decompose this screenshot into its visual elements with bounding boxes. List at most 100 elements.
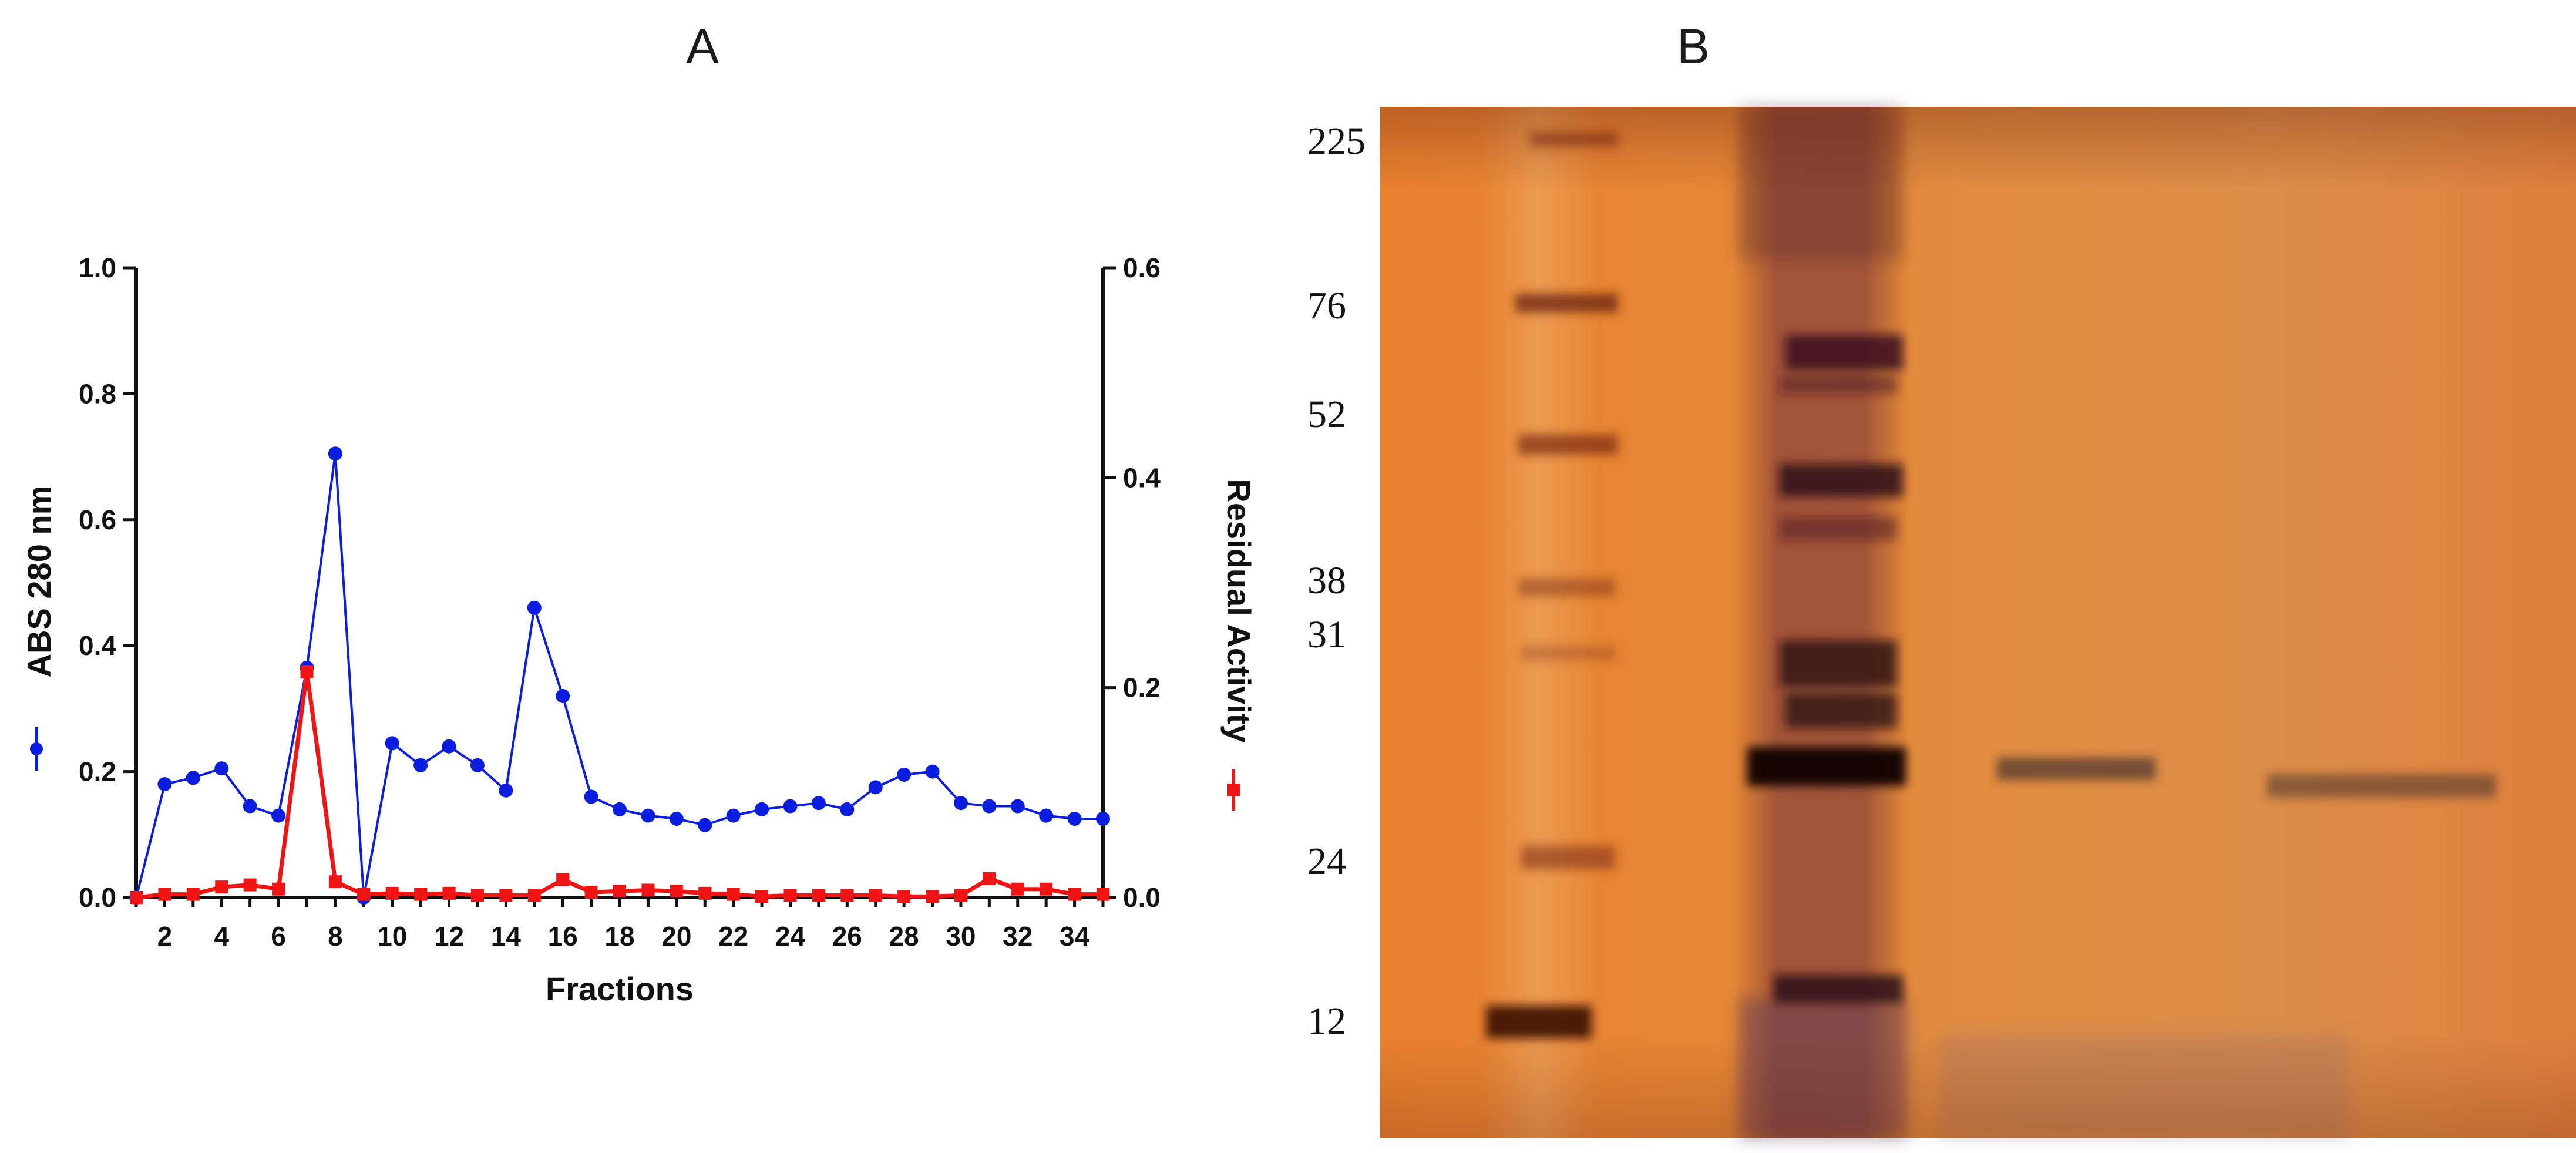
right-y-tick-label: 0.2: [1123, 673, 1161, 703]
data-point: [641, 883, 655, 897]
elution-chart: 0.00.20.40.60.81.0 0.00.20.40.6 2 4 6 8 10 12…: [21, 253, 1257, 1007]
x-tick-label: 32: [1003, 921, 1033, 952]
data-point: [556, 688, 570, 703]
data-point: [584, 789, 598, 804]
gel-marker-labels: 225 76 52 38 31 24 12: [1307, 120, 1366, 1043]
gel-marker-label: 76: [1307, 284, 1346, 327]
data-point: [442, 886, 456, 900]
data-point: [186, 888, 200, 901]
data-point: [328, 446, 342, 461]
data-point: [926, 890, 939, 903]
right-axis-title-group: Residual Activity: [1220, 479, 1257, 811]
x-tick-label: 2: [157, 921, 173, 952]
data-point: [868, 780, 883, 795]
x-tick-label: 18: [604, 921, 634, 952]
left-axis-title-group: ABS 280 nm: [21, 486, 58, 771]
data-point: [727, 888, 740, 901]
data-point: [385, 736, 399, 751]
data-point: [442, 739, 456, 754]
data-point: [982, 799, 997, 814]
data-point: [983, 872, 996, 885]
data-point: [499, 889, 513, 902]
data-point: [954, 889, 967, 902]
gel-marker-label: 225: [1307, 120, 1366, 163]
gel-marker-label: 38: [1307, 559, 1346, 602]
right-y-ticks: 0.0 0.2 0.4 0.6: [1103, 253, 1161, 913]
data-point: [840, 802, 855, 816]
x-tick-label: 34: [1060, 921, 1090, 952]
gel-marker-label: 12: [1307, 1000, 1346, 1043]
data-point: [669, 812, 684, 826]
data-point: [470, 758, 485, 772]
x-ticks: 2 4 6 8 10 12 14 16 18 20 22 24 26 28 30 32 34: [134, 897, 1105, 952]
data-point: [698, 886, 712, 900]
left-y-tick-label: 0.8: [79, 378, 116, 409]
sample-bands: [1747, 335, 1906, 1003]
data-point: [214, 761, 229, 776]
left-y-tick-label: 1.0: [79, 253, 116, 283]
x-tick-label: 6: [271, 921, 286, 952]
gel-marker-label: 31: [1307, 613, 1346, 656]
data-point: [1068, 888, 1081, 901]
x-tick-label: 4: [214, 921, 229, 952]
data-point: [925, 764, 940, 779]
gel-marker-label: 52: [1307, 393, 1346, 436]
left-y-ticks: 0.0 0.2 0.4 0.6 0.8 1.0: [79, 253, 136, 913]
data-point: [1040, 882, 1053, 896]
left-y-tick-label: 0.6: [79, 505, 116, 535]
data-point: [840, 889, 854, 902]
gel-marker-label: 24: [1307, 840, 1346, 883]
data-point: [726, 808, 741, 823]
left-axis-title: ABS 280 nm: [21, 486, 58, 678]
left-y-tick-label: 0.2: [79, 757, 116, 787]
series-line: [135, 452, 1103, 899]
data-point: [1039, 808, 1054, 823]
data-point: [641, 808, 655, 823]
data-point: [897, 890, 911, 903]
data-point: [613, 885, 626, 898]
data-point: [1010, 799, 1025, 814]
legend-abs-marker: [30, 727, 43, 771]
x-tick-label: 20: [661, 921, 691, 952]
x-tick-label: 26: [832, 921, 862, 952]
data-point: [755, 890, 769, 903]
data-point: [272, 882, 285, 896]
x-tick-label: 30: [946, 921, 976, 952]
data-point: [869, 889, 882, 902]
x-tick-label: 28: [889, 921, 919, 952]
data-point: [499, 783, 513, 798]
data-point: [158, 888, 171, 901]
data-point: [527, 600, 542, 615]
data-point: [470, 889, 484, 902]
x-tick-label: 14: [491, 921, 522, 952]
right-axis-title: Residual Activity: [1220, 479, 1257, 742]
faint-bands: [1997, 758, 2496, 798]
data-point: [1097, 888, 1109, 901]
series-line: [136, 670, 1103, 900]
data-point: [357, 888, 371, 901]
data-point: [953, 796, 968, 811]
ladder-bands: [1486, 132, 1618, 1038]
x-tick-label: 16: [548, 921, 578, 952]
data-point: [215, 880, 228, 894]
x-axis-title: Fractions: [546, 970, 694, 1007]
panel-label-b: B: [1677, 19, 1710, 74]
left-y-tick-label: 0.0: [79, 882, 116, 913]
data-point: [812, 889, 825, 902]
gel-shading: [1380, 107, 2576, 1138]
right-y-tick-label: 0.4: [1123, 462, 1161, 493]
data-point: [243, 878, 257, 892]
x-tick-label: 24: [775, 921, 806, 952]
data-point: [1011, 882, 1024, 896]
data-point: [1067, 812, 1082, 826]
data-point: [527, 889, 541, 902]
data-point: [328, 875, 342, 889]
data-point: [613, 802, 627, 816]
data-point: [243, 799, 257, 814]
data-point: [157, 777, 172, 792]
data-point: [698, 818, 712, 832]
data-point: [413, 758, 428, 772]
data-point: [414, 888, 428, 901]
data-point: [755, 802, 769, 816]
